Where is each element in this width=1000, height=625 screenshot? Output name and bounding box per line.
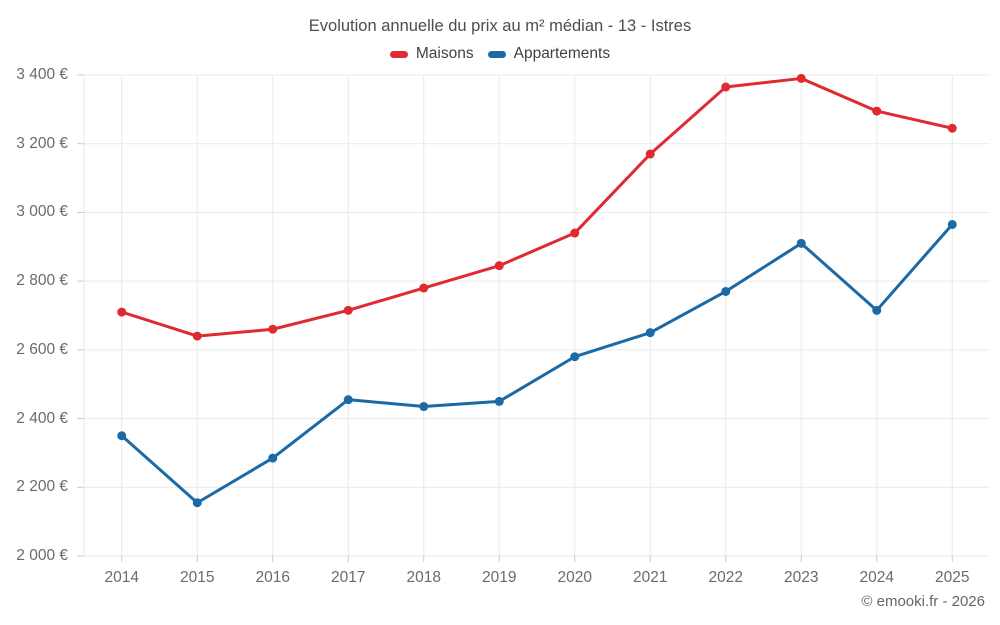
- legend-item-maisons[interactable]: Maisons: [389, 45, 474, 63]
- data-point-maisons-2017: [343, 305, 353, 315]
- y-tick-label: 3 200 €: [16, 134, 68, 152]
- data-point-appartements-2017: [343, 395, 353, 405]
- x-tick-label: 2024: [859, 569, 894, 586]
- x-tick-label: 2025: [935, 569, 970, 586]
- data-point-maisons-2022: [721, 82, 731, 92]
- data-point-maisons-2018: [419, 283, 429, 293]
- data-point-appartements-2015: [192, 498, 202, 508]
- x-tick-label: 2018: [406, 569, 441, 586]
- data-point-appartements-2021: [645, 328, 655, 338]
- data-point-appartements-2018: [419, 402, 429, 412]
- data-point-maisons-2019: [494, 261, 504, 271]
- x-tick-label: 2015: [180, 569, 215, 586]
- legend-swatch-maisons-icon: [389, 50, 408, 58]
- data-point-maisons-2023: [796, 73, 806, 83]
- copyright-footer: © emooki.fr - 2026: [861, 593, 985, 610]
- data-point-appartements-2024: [872, 305, 882, 315]
- data-point-appartements-2022: [721, 286, 731, 296]
- x-tick-label: 2022: [708, 569, 743, 586]
- legend-swatch-appartements-icon: [487, 50, 506, 58]
- series-line-appartements: [120, 222, 954, 505]
- data-point-maisons-2016: [268, 324, 278, 334]
- data-point-maisons-2025: [947, 123, 957, 133]
- data-point-maisons-2021: [645, 149, 655, 159]
- legend-item-appartements[interactable]: Appartements: [487, 45, 611, 63]
- y-tick-label: 2 800 €: [16, 272, 68, 290]
- chart-title: Evolution annuelle du prix au m² médian …: [308, 17, 692, 35]
- x-tick-label: 2020: [557, 569, 592, 586]
- x-tick-label: 2021: [633, 569, 668, 586]
- data-point-maisons-2014: [117, 307, 127, 317]
- y-tick-label: 2 000 €: [16, 547, 68, 564]
- data-point-appartements-2014: [117, 431, 127, 441]
- series-line-maisons: [120, 76, 954, 338]
- x-tick-label: 2019: [482, 569, 517, 586]
- chart-legend: Maisons Appartements: [0, 45, 1000, 63]
- x-tick-label: 2016: [255, 569, 290, 586]
- data-point-maisons-2015: [192, 331, 202, 341]
- data-point-appartements-2020: [570, 352, 580, 362]
- data-point-maisons-2020: [570, 228, 580, 238]
- data-point-appartements-2016: [268, 453, 278, 463]
- y-tick-label: 2 400 €: [16, 409, 68, 427]
- x-tick-label: 2014: [104, 569, 139, 586]
- data-point-appartements-2025: [947, 219, 957, 229]
- data-point-maisons-2024: [872, 106, 882, 116]
- y-tick-label: 3 400 €: [16, 66, 68, 83]
- x-tick-label: 2017: [331, 569, 366, 586]
- y-tick-label: 3 000 €: [16, 203, 68, 221]
- x-tick-label: 2023: [784, 569, 819, 586]
- y-tick-label: 2 200 €: [16, 478, 68, 496]
- data-point-appartements-2023: [796, 238, 806, 248]
- data-point-appartements-2019: [494, 396, 504, 406]
- y-tick-label: 2 600 €: [16, 340, 68, 358]
- legend-label-maisons: Maisons: [415, 45, 474, 62]
- legend-label-appartements: Appartements: [513, 45, 611, 62]
